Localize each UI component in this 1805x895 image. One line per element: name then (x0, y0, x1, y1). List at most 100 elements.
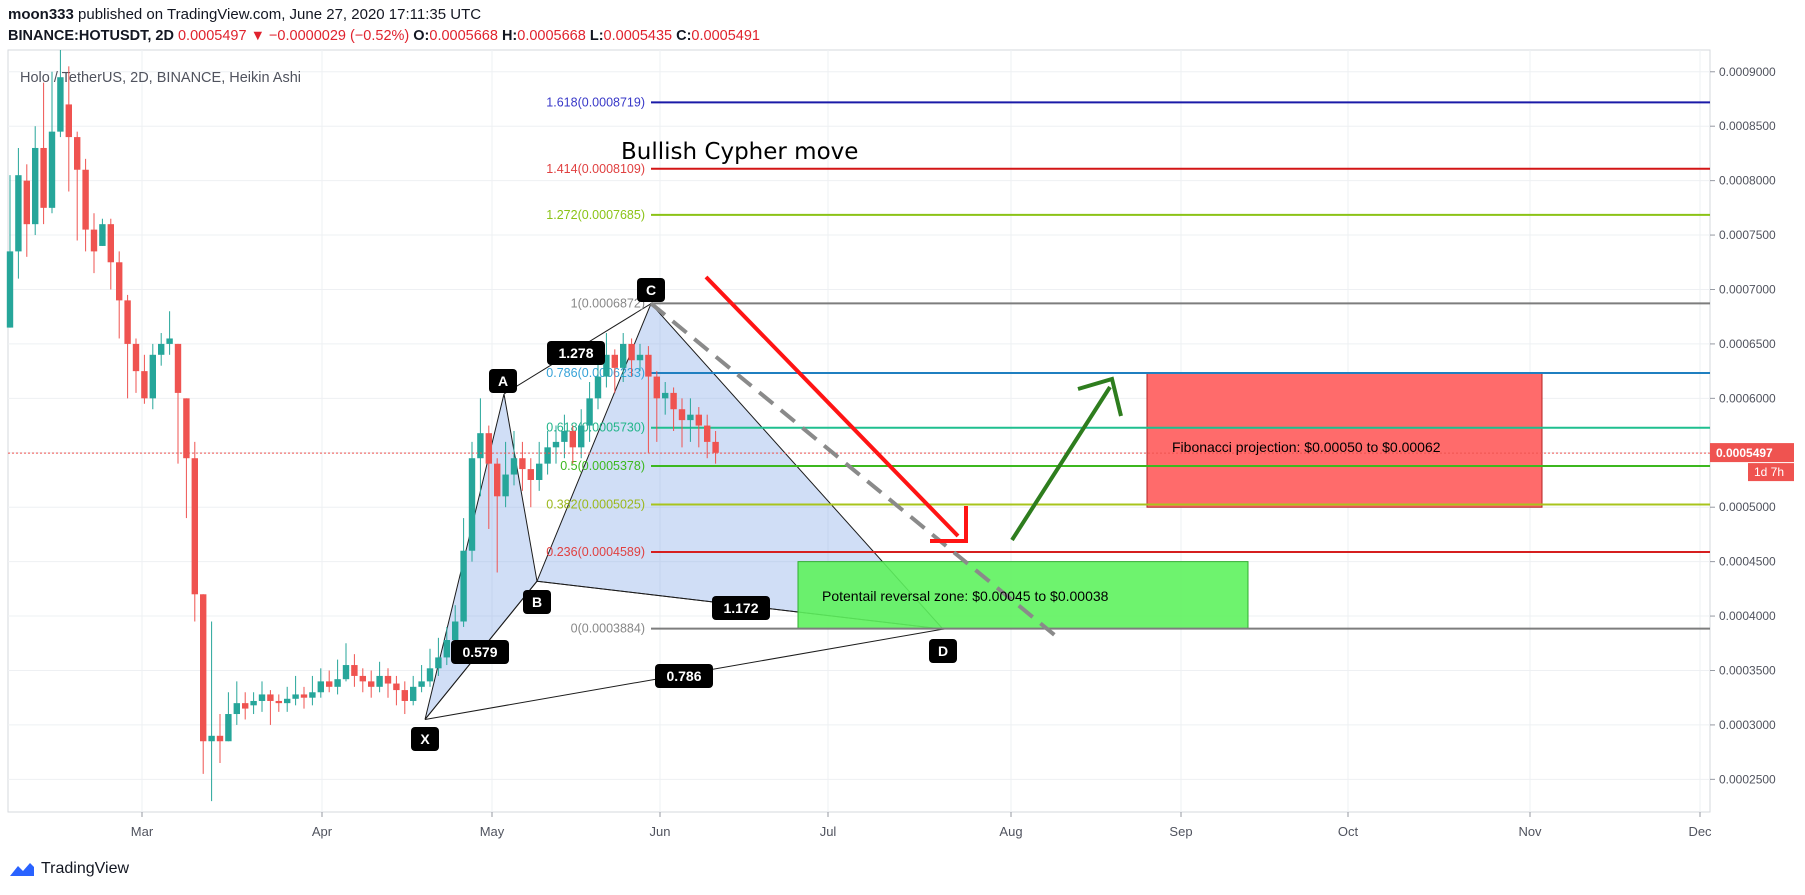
pattern-point-label-bg[interactable] (489, 369, 517, 393)
footer-brand[interactable]: TradingView (8, 860, 129, 878)
candle-body[interactable] (494, 463, 501, 497)
candle-body[interactable] (208, 735, 215, 742)
candle-body[interactable] (32, 147, 39, 225)
candle-body[interactable] (99, 224, 106, 246)
candle-body[interactable] (23, 180, 30, 225)
candle-body[interactable] (300, 694, 308, 698)
ratio-label-bg[interactable] (655, 664, 713, 688)
candle-body[interactable] (132, 343, 140, 372)
candle-body[interactable] (166, 338, 173, 344)
candle-body[interactable] (284, 698, 291, 704)
candle-body[interactable] (116, 262, 123, 301)
pattern-point-label-bg[interactable] (523, 590, 551, 614)
candle-body[interactable] (435, 657, 442, 669)
fib-projection-box[interactable] (1146, 372, 1543, 508)
candle-body[interactable] (477, 433, 484, 459)
candle-body[interactable] (233, 703, 240, 715)
candle-body[interactable] (6, 251, 14, 328)
candle-body[interactable] (384, 675, 392, 684)
candle-body[interactable] (704, 425, 711, 442)
candle-body[interactable] (561, 431, 568, 442)
candle-body[interactable] (158, 343, 165, 355)
candle-body[interactable] (426, 668, 434, 682)
candle-body[interactable] (258, 694, 266, 701)
pattern-point-label-bg[interactable] (929, 639, 957, 663)
candle-body[interactable] (536, 463, 543, 480)
candle-body[interactable] (662, 392, 669, 399)
candle-body[interactable] (502, 474, 509, 497)
candle-body[interactable] (611, 354, 618, 368)
candle-body[interactable] (527, 469, 534, 480)
candle-body[interactable] (544, 447, 551, 464)
ratio-label-bg[interactable] (547, 341, 605, 365)
candle-body[interactable] (225, 714, 232, 742)
candle-body[interactable] (678, 409, 686, 421)
candle-body[interactable] (636, 354, 644, 361)
candle-body[interactable] (267, 694, 274, 701)
candle-body[interactable] (40, 147, 47, 208)
candle-body[interactable] (670, 392, 677, 410)
candle-body[interactable] (326, 681, 333, 687)
candle-body[interactable] (468, 458, 476, 551)
reversal-zone-box[interactable] (797, 561, 1249, 630)
candle-body[interactable] (82, 169, 89, 230)
candle-body[interactable] (401, 690, 408, 701)
candle-body[interactable] (124, 300, 131, 344)
candle-body[interactable] (292, 694, 299, 699)
candle-body[interactable] (191, 458, 198, 595)
candle-body[interactable] (552, 441, 560, 448)
candle-body[interactable] (645, 354, 652, 377)
candle-body[interactable] (342, 665, 350, 680)
candle-body[interactable] (275, 700, 282, 704)
candle-body[interactable] (149, 354, 156, 399)
candle-body[interactable] (628, 343, 635, 361)
candle-body[interactable] (48, 131, 56, 208)
candle-body[interactable] (183, 398, 190, 459)
candle-body[interactable] (603, 354, 610, 377)
candle-body[interactable] (107, 224, 114, 263)
candle-body[interactable] (569, 431, 576, 448)
candle-body[interactable] (687, 414, 694, 421)
ratio-label-bg[interactable] (712, 596, 770, 620)
candle-body[interactable] (418, 681, 425, 687)
candle-body[interactable] (594, 376, 602, 399)
candle-body[interactable] (359, 675, 366, 682)
candle-body[interactable] (376, 675, 383, 687)
candle-body[interactable] (74, 137, 81, 170)
candle-body[interactable] (712, 441, 719, 453)
candle-body[interactable] (443, 640, 450, 658)
candle-body[interactable] (653, 376, 660, 399)
candle-body[interactable] (65, 104, 72, 138)
candle-body[interactable] (242, 703, 249, 709)
time-tick-label: Aug (999, 824, 1022, 839)
candle-body[interactable] (586, 398, 593, 426)
ratio-label-bg[interactable] (451, 640, 509, 664)
candle-body[interactable] (250, 700, 257, 706)
candle-body[interactable] (452, 621, 459, 641)
candle-body[interactable] (485, 433, 492, 464)
candle-body[interactable] (317, 681, 324, 693)
candle-body[interactable] (200, 594, 207, 742)
pattern-point-label-bg[interactable] (411, 727, 439, 751)
candle-body[interactable] (351, 665, 358, 676)
candle-body[interactable] (510, 458, 518, 475)
candle-body[interactable] (309, 692, 316, 698)
candle-body[interactable] (460, 550, 467, 622)
candle-body[interactable] (410, 686, 417, 701)
candle-body[interactable] (334, 679, 341, 687)
candle-body[interactable] (216, 735, 224, 742)
candle-body[interactable] (620, 343, 627, 368)
candle-body[interactable] (174, 343, 182, 393)
candle-body[interactable] (578, 425, 585, 448)
candle-body[interactable] (141, 371, 148, 399)
candle-body[interactable] (368, 681, 375, 687)
candle-body[interactable] (393, 683, 400, 691)
author-name[interactable]: moon333 (8, 6, 74, 23)
candle-body[interactable] (90, 229, 98, 252)
candle-body[interactable] (695, 414, 702, 426)
candle-body[interactable] (519, 458, 526, 470)
candle-body[interactable] (15, 175, 22, 252)
candle-body[interactable] (57, 77, 64, 132)
pattern-point-label-bg[interactable] (637, 278, 665, 302)
